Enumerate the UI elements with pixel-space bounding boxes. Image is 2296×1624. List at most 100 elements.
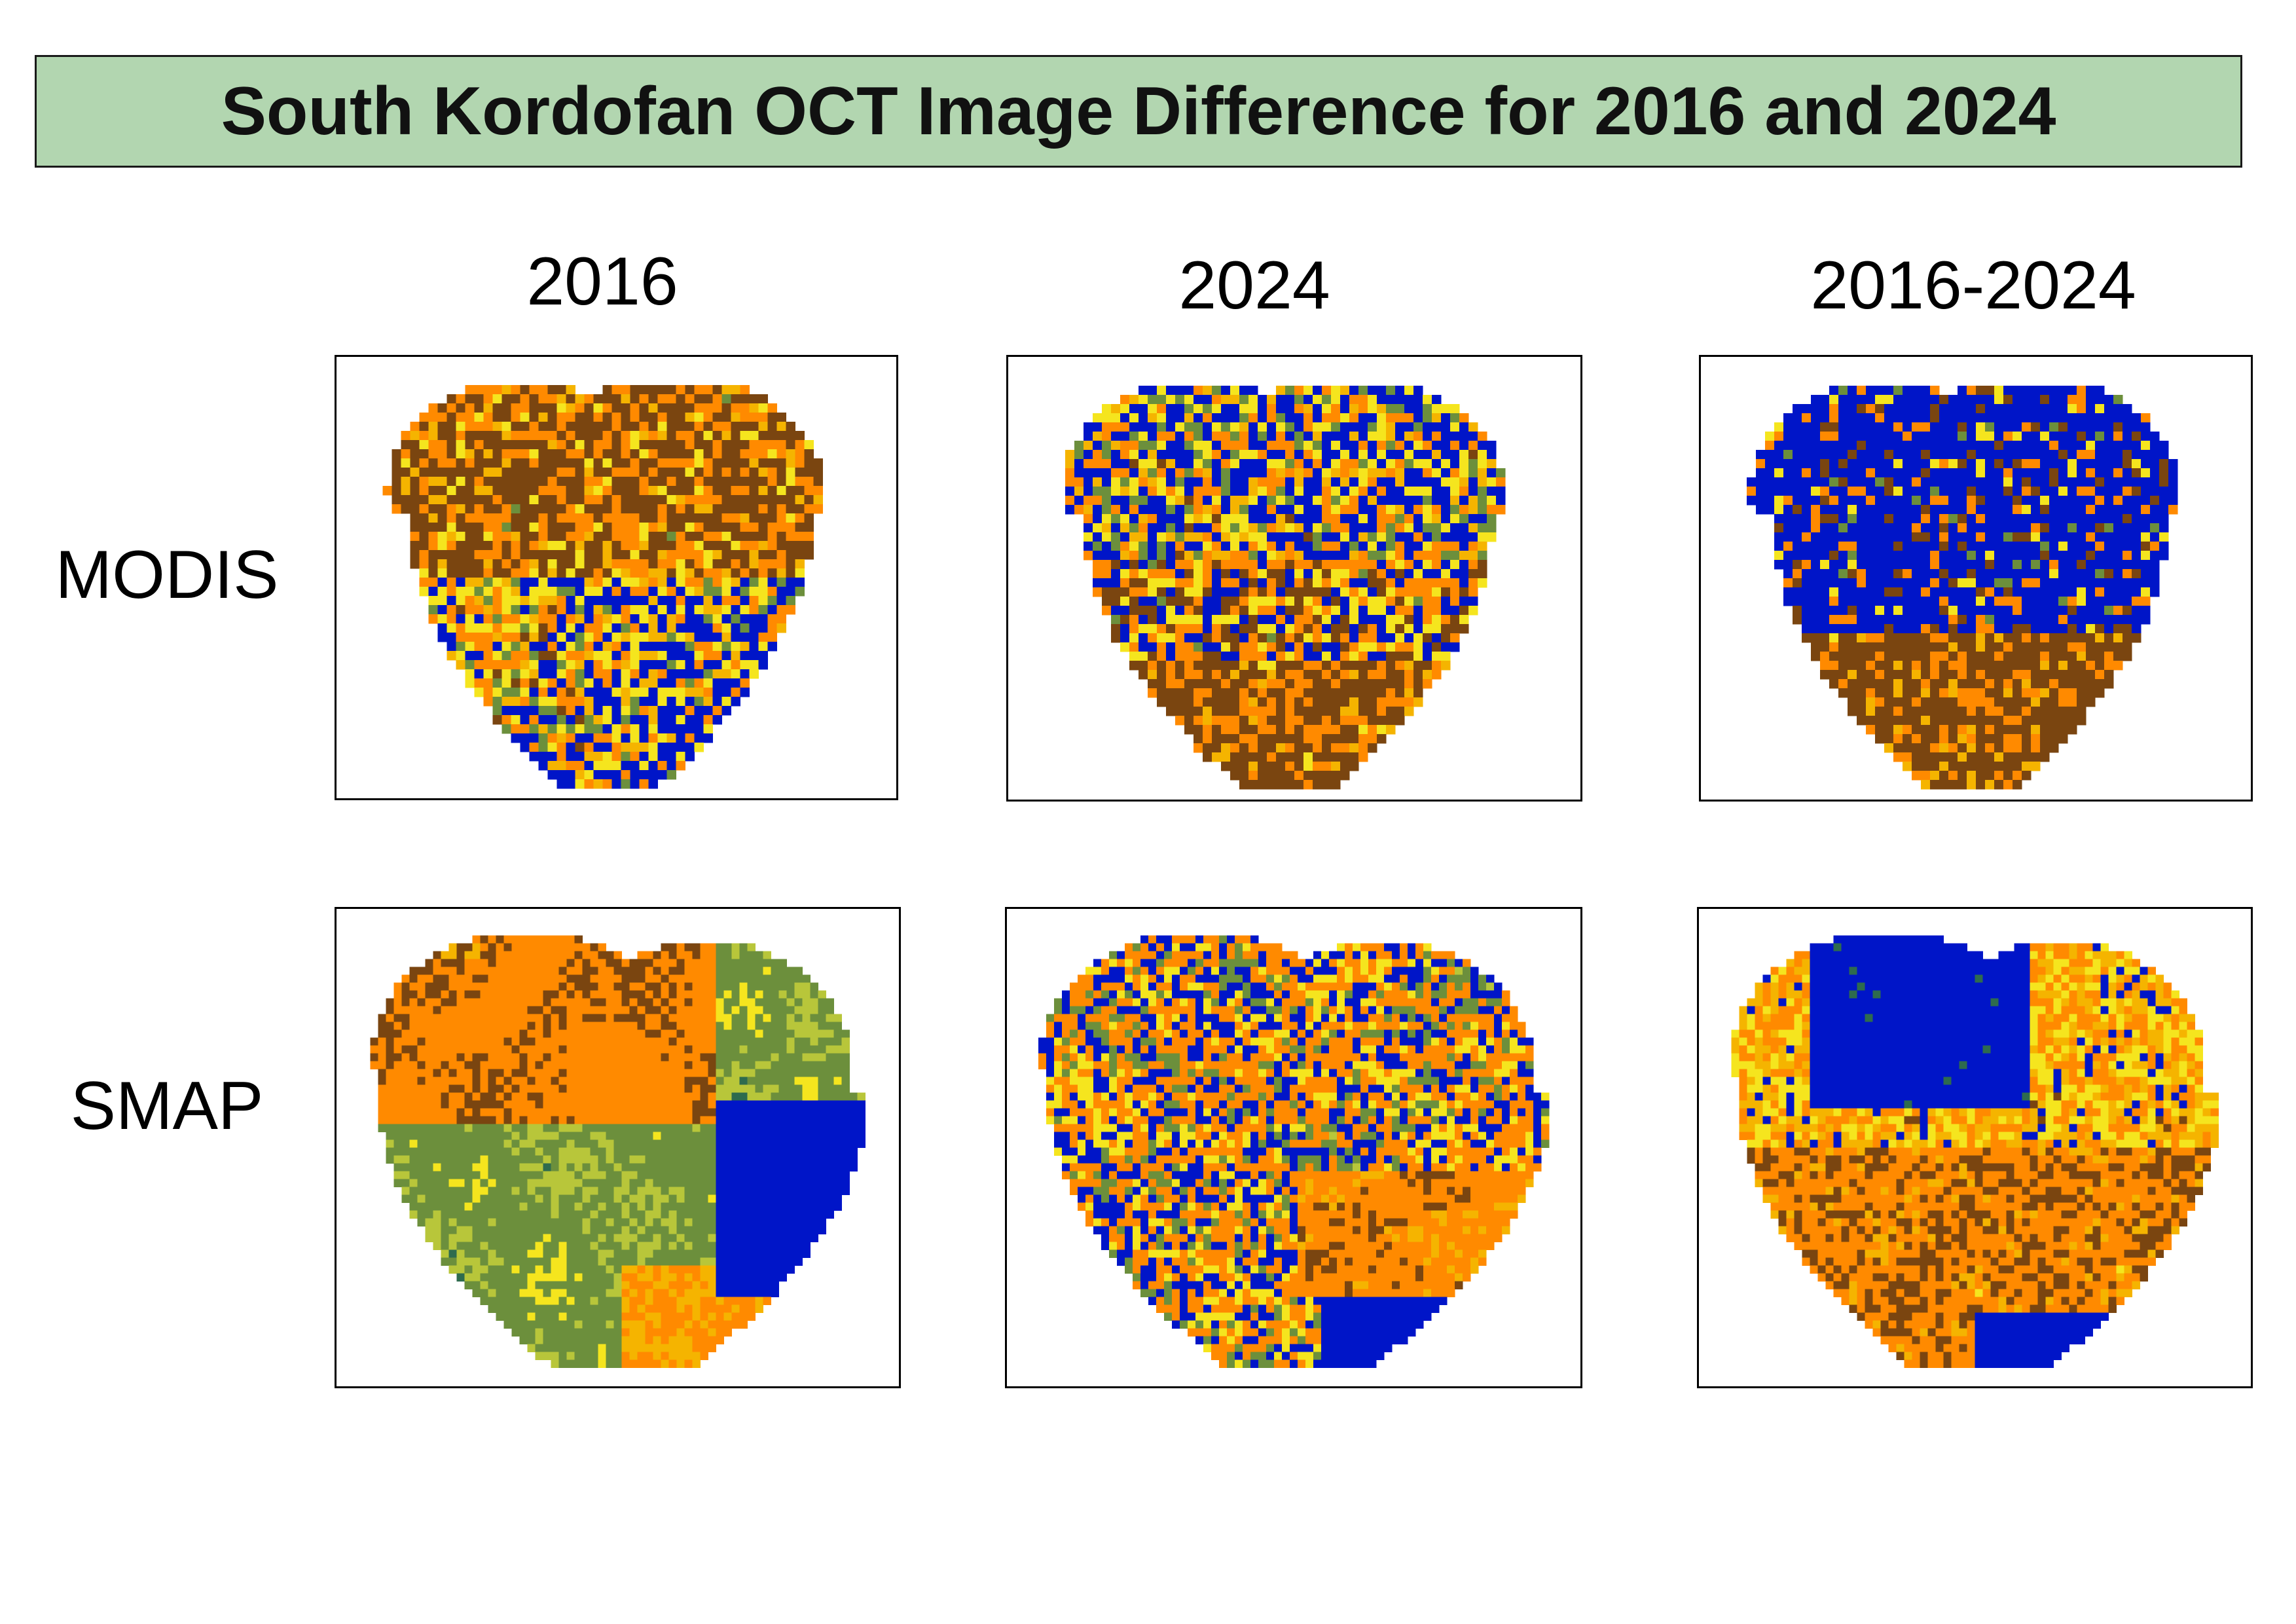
raster-cell (1875, 587, 1885, 597)
raster-cell (1194, 661, 1203, 671)
raster-cell (703, 623, 713, 633)
raster-cell (1875, 633, 1885, 643)
raster-cell (520, 495, 530, 505)
raster-cell (419, 504, 429, 514)
raster-cell (1313, 523, 1322, 533)
raster-cell (1203, 395, 1212, 405)
raster-cell (1166, 514, 1176, 524)
raster-cell (1423, 569, 1432, 579)
raster-cell (520, 669, 530, 679)
raster-cell (1065, 477, 1075, 487)
raster-cell (593, 504, 603, 514)
raster-cell (1184, 587, 1194, 597)
raster-cell (1111, 505, 1121, 515)
raster-cell (1166, 542, 1176, 551)
raster-cell (767, 504, 777, 514)
raster-cell (1120, 413, 1130, 423)
raster-cell (602, 761, 612, 771)
raster-cell (2040, 542, 2050, 551)
raster-cell (2095, 395, 2105, 405)
raster-cell (511, 541, 520, 551)
raster-cell (676, 513, 685, 523)
raster-cell (2040, 551, 2050, 561)
raster-cell (1459, 560, 1469, 570)
raster-cell (1985, 404, 1995, 414)
raster-cell (2095, 587, 2105, 597)
raster-cell (1441, 487, 1451, 496)
raster-cell (437, 403, 447, 413)
raster-cell (740, 431, 750, 441)
raster-cell (1921, 560, 1931, 570)
raster-cell (629, 974, 638, 983)
raster-cell (409, 967, 418, 975)
raster-cell (1994, 597, 2004, 606)
raster-cell (1848, 523, 1857, 533)
raster-cell (1285, 395, 1295, 405)
raster-cell (1294, 734, 1304, 744)
raster-cell (639, 495, 649, 505)
raster-cell (1939, 771, 1949, 781)
raster-cell (2068, 441, 2077, 451)
raster-cell (1478, 523, 1487, 533)
raster-cell (1903, 752, 1912, 762)
raster-cell (611, 715, 621, 725)
raster-cell (703, 504, 713, 514)
raster-cell (556, 413, 566, 422)
raster-cell (535, 959, 543, 967)
raster-cell (584, 568, 594, 578)
raster-cell (2113, 587, 2123, 597)
raster-cell (611, 413, 621, 422)
raster-cell (1102, 514, 1112, 524)
raster-cell (1340, 633, 1350, 643)
raster-cell (437, 550, 447, 560)
raster-cell (1258, 725, 1267, 735)
raster-cell (1413, 642, 1423, 652)
raster-cell (1948, 496, 1958, 506)
raster-cell (666, 532, 676, 542)
raster-cell (786, 578, 795, 587)
raster-cell (437, 559, 447, 569)
raster-cell (1340, 505, 1350, 515)
raster-cell (2013, 743, 2022, 753)
raster-cell (2031, 395, 2041, 405)
raster-cell (1203, 652, 1212, 661)
raster-cell (1313, 560, 1322, 570)
raster-cell (1893, 551, 1903, 561)
raster-cell (437, 431, 447, 441)
raster-cell (1349, 743, 1359, 753)
raster-cell (433, 974, 441, 983)
raster-cell (1230, 661, 1240, 671)
raster-cell (428, 422, 438, 432)
raster-cell (575, 458, 585, 468)
raster-cell (712, 550, 722, 560)
raster-cell (630, 678, 640, 688)
raster-cell (771, 959, 779, 967)
raster-cell (492, 422, 502, 432)
raster-cell (2132, 422, 2141, 432)
raster-cell (703, 513, 713, 523)
raster-cell (648, 422, 658, 432)
raster-cell (1875, 477, 1885, 487)
raster-cell (1230, 514, 1240, 524)
raster-cell (480, 967, 488, 975)
raster-cell (1478, 487, 1487, 496)
raster-cell (602, 550, 612, 560)
raster-cell (1994, 459, 2004, 469)
raster-cell (1276, 642, 1286, 652)
raster-cell (767, 486, 777, 496)
raster-cell (1783, 468, 1793, 478)
raster-cell (1349, 606, 1359, 616)
raster-cell (685, 669, 695, 679)
raster-cell (668, 951, 677, 959)
raster-cell (694, 669, 704, 679)
raster-cell (1303, 679, 1313, 689)
raster-cell (1331, 386, 1341, 396)
raster-cell (1129, 578, 1139, 588)
raster-cell (1276, 468, 1286, 478)
raster-cell (2013, 542, 2022, 551)
raster-cell (1322, 523, 1332, 533)
raster-cell (511, 697, 520, 707)
raster-cell (465, 431, 475, 441)
raster-cell (1239, 441, 1249, 451)
raster-cell (1395, 505, 1405, 515)
